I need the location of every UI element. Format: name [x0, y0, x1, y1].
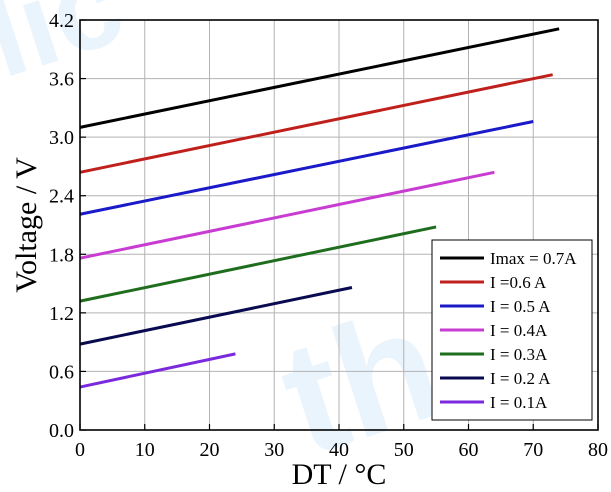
series-line-3 [79, 120, 534, 216]
series-layer [79, 27, 560, 389]
x-axis-label: DT / °C [292, 458, 387, 491]
legend-label: I =0.6 A [490, 273, 547, 292]
legend-label: Imax = 0.7A [490, 249, 577, 268]
y-tick-label: 3.6 [49, 69, 74, 91]
legend-label: I = 0.4A [490, 321, 548, 340]
x-tick-label: 30 [264, 439, 284, 461]
y-tick-label: 0.0 [49, 420, 74, 442]
series-line-2 [79, 73, 553, 174]
series-line-5 [79, 225, 437, 303]
y-tick-label: 1.2 [49, 303, 74, 325]
legend: Imax = 0.7A I =0.6 A I = 0.5 A I = 0.4A I = … [431, 239, 593, 421]
series-line-1 [79, 27, 560, 129]
x-tick-label: 40 [329, 439, 349, 461]
x-tick-label: 0 [75, 439, 85, 461]
y-tick-label: 2.4 [49, 186, 74, 208]
y-tick-label: 4.2 [49, 10, 74, 32]
series-line-7 [79, 352, 236, 389]
x-tick-label: 70 [523, 439, 543, 461]
x-tick-label: 50 [394, 439, 414, 461]
y-tick-label: 3.0 [49, 127, 74, 149]
legend-label: I = 0.5 A [490, 297, 551, 316]
x-tick-label: 80 [588, 439, 608, 461]
y-tick-label: 0.6 [49, 361, 74, 383]
series-line-4 [79, 170, 495, 260]
y-axis-label: Voltage / V [10, 157, 43, 293]
axis-ticks [79, 19, 599, 431]
x-tick-label: 60 [459, 439, 479, 461]
tick-labels: 0 10 20 30 40 50 60 70 80 0.0 0.6 1.2 1.8 2.4 3.0 3.6 4.… [49, 10, 608, 461]
legend-label: I = 0.2 A [490, 369, 551, 388]
x-tick-label: 20 [200, 439, 220, 461]
legend-label: I = 0.3A [490, 345, 548, 364]
legend-label: I = 0.1A [490, 393, 548, 412]
y-tick-label: 1.8 [49, 244, 74, 266]
x-tick-label: 10 [135, 439, 155, 461]
series-line-6 [79, 286, 353, 346]
